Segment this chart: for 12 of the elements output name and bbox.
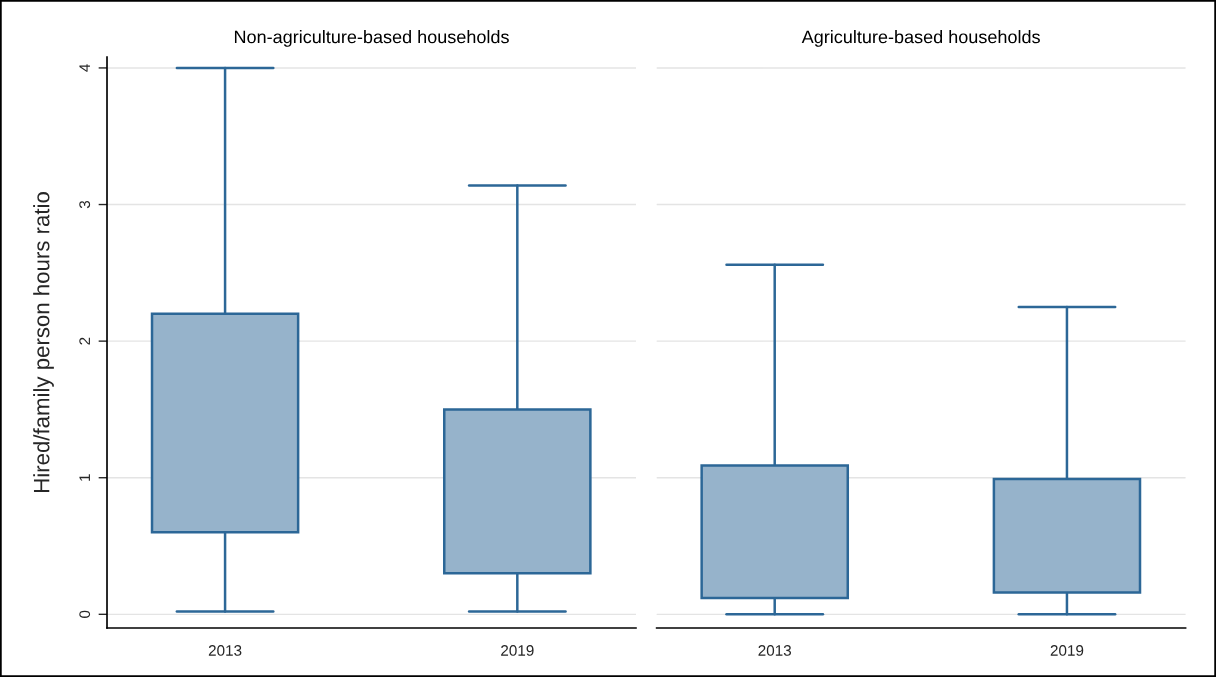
y-tick-label: 1 xyxy=(79,474,90,481)
y-axis-title: Hired/family person hours ratio xyxy=(33,192,54,492)
x-tick-label: 2019 xyxy=(501,645,534,656)
chart-title: Non-agriculture-based households xyxy=(234,30,509,47)
y-tick-label: 3 xyxy=(79,200,91,209)
x-tick-label: 2013 xyxy=(758,645,792,656)
y-tick-label: 4 xyxy=(79,64,90,72)
chart-title: Agriculture-based households xyxy=(801,30,1040,47)
x-tick-label: 2013 xyxy=(208,645,242,656)
y-tick-label: 0 xyxy=(79,610,91,618)
x-tick-label: 2019 xyxy=(1050,645,1084,656)
y-tick-label: 2 xyxy=(79,337,90,345)
